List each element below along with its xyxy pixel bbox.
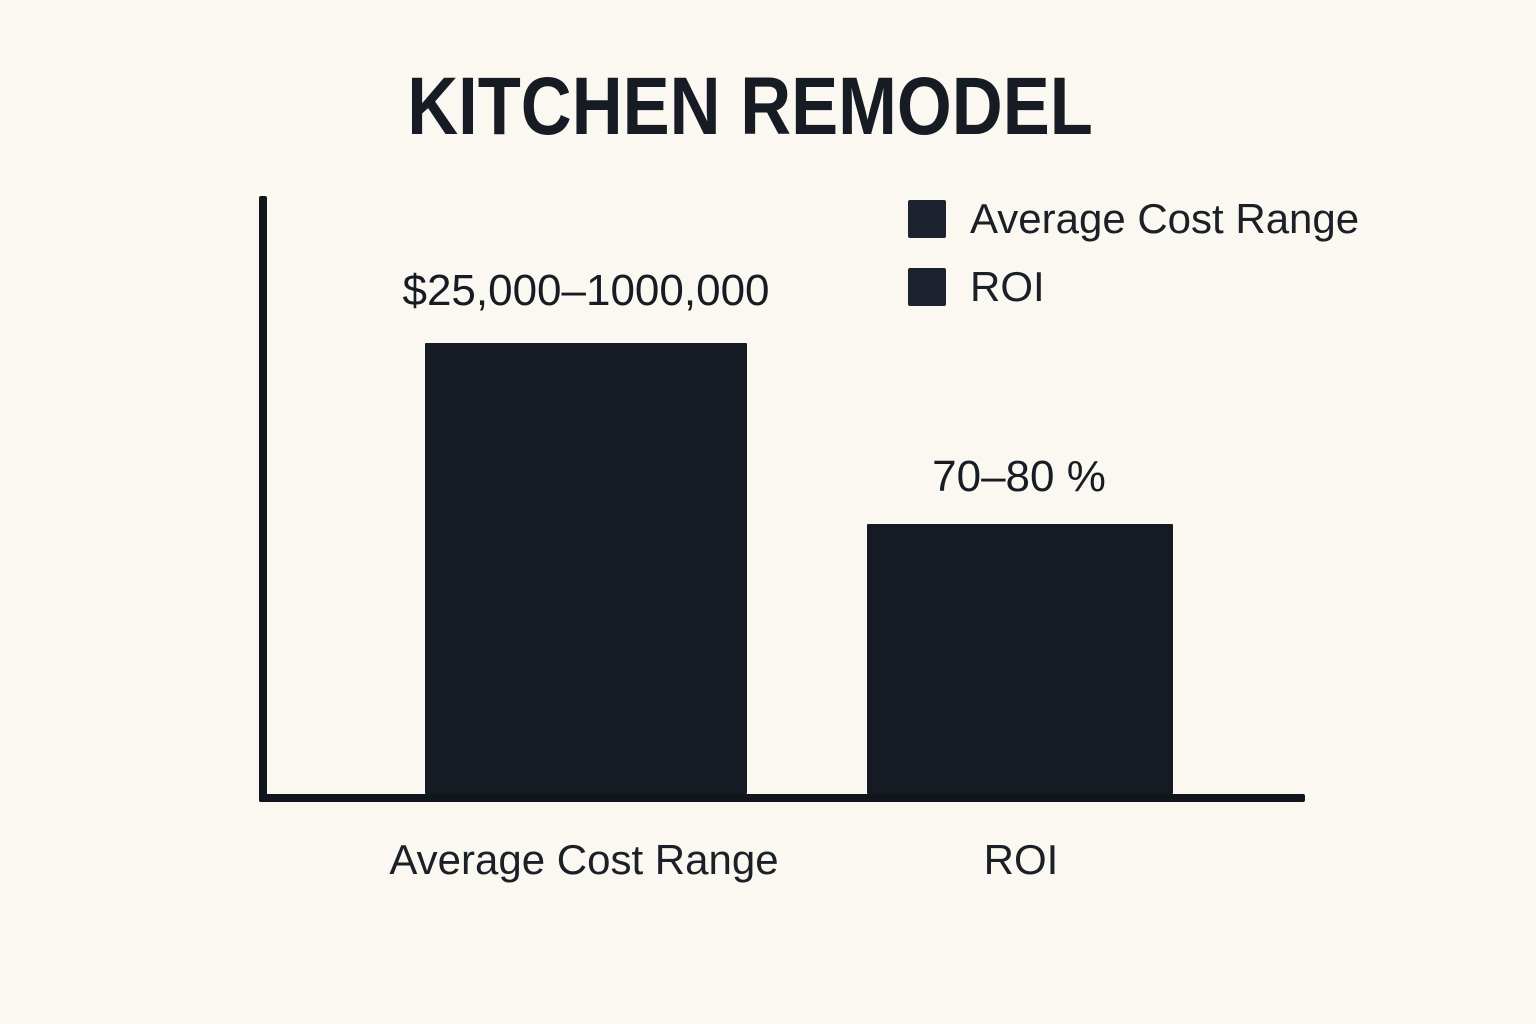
legend-label-average-cost-range: Average Cost Range <box>970 195 1360 242</box>
bar-roi <box>867 524 1173 794</box>
legend-item-roi: ROI <box>908 266 1359 308</box>
legend: Average Cost Range ROI <box>908 198 1359 308</box>
chart-title: KITCHEN REMODEL <box>407 61 1093 152</box>
legend-swatch-icon <box>908 200 946 238</box>
data-label-average-cost-range: $25,000–1000,000 <box>402 266 770 315</box>
bar-average-cost-range <box>425 342 747 794</box>
legend-item-average-cost-range: Average Cost Range <box>908 198 1359 240</box>
legend-swatch-icon <box>908 268 946 306</box>
x-axis-line <box>259 794 1305 802</box>
plot-area <box>259 196 1305 794</box>
category-label-average-cost-range: Average Cost Range <box>389 836 779 883</box>
legend-label-roi: ROI <box>970 263 1045 310</box>
category-label-roi: ROI <box>983 836 1059 883</box>
y-axis-line <box>259 196 267 802</box>
data-label-roi: 70–80 % <box>932 452 1106 501</box>
